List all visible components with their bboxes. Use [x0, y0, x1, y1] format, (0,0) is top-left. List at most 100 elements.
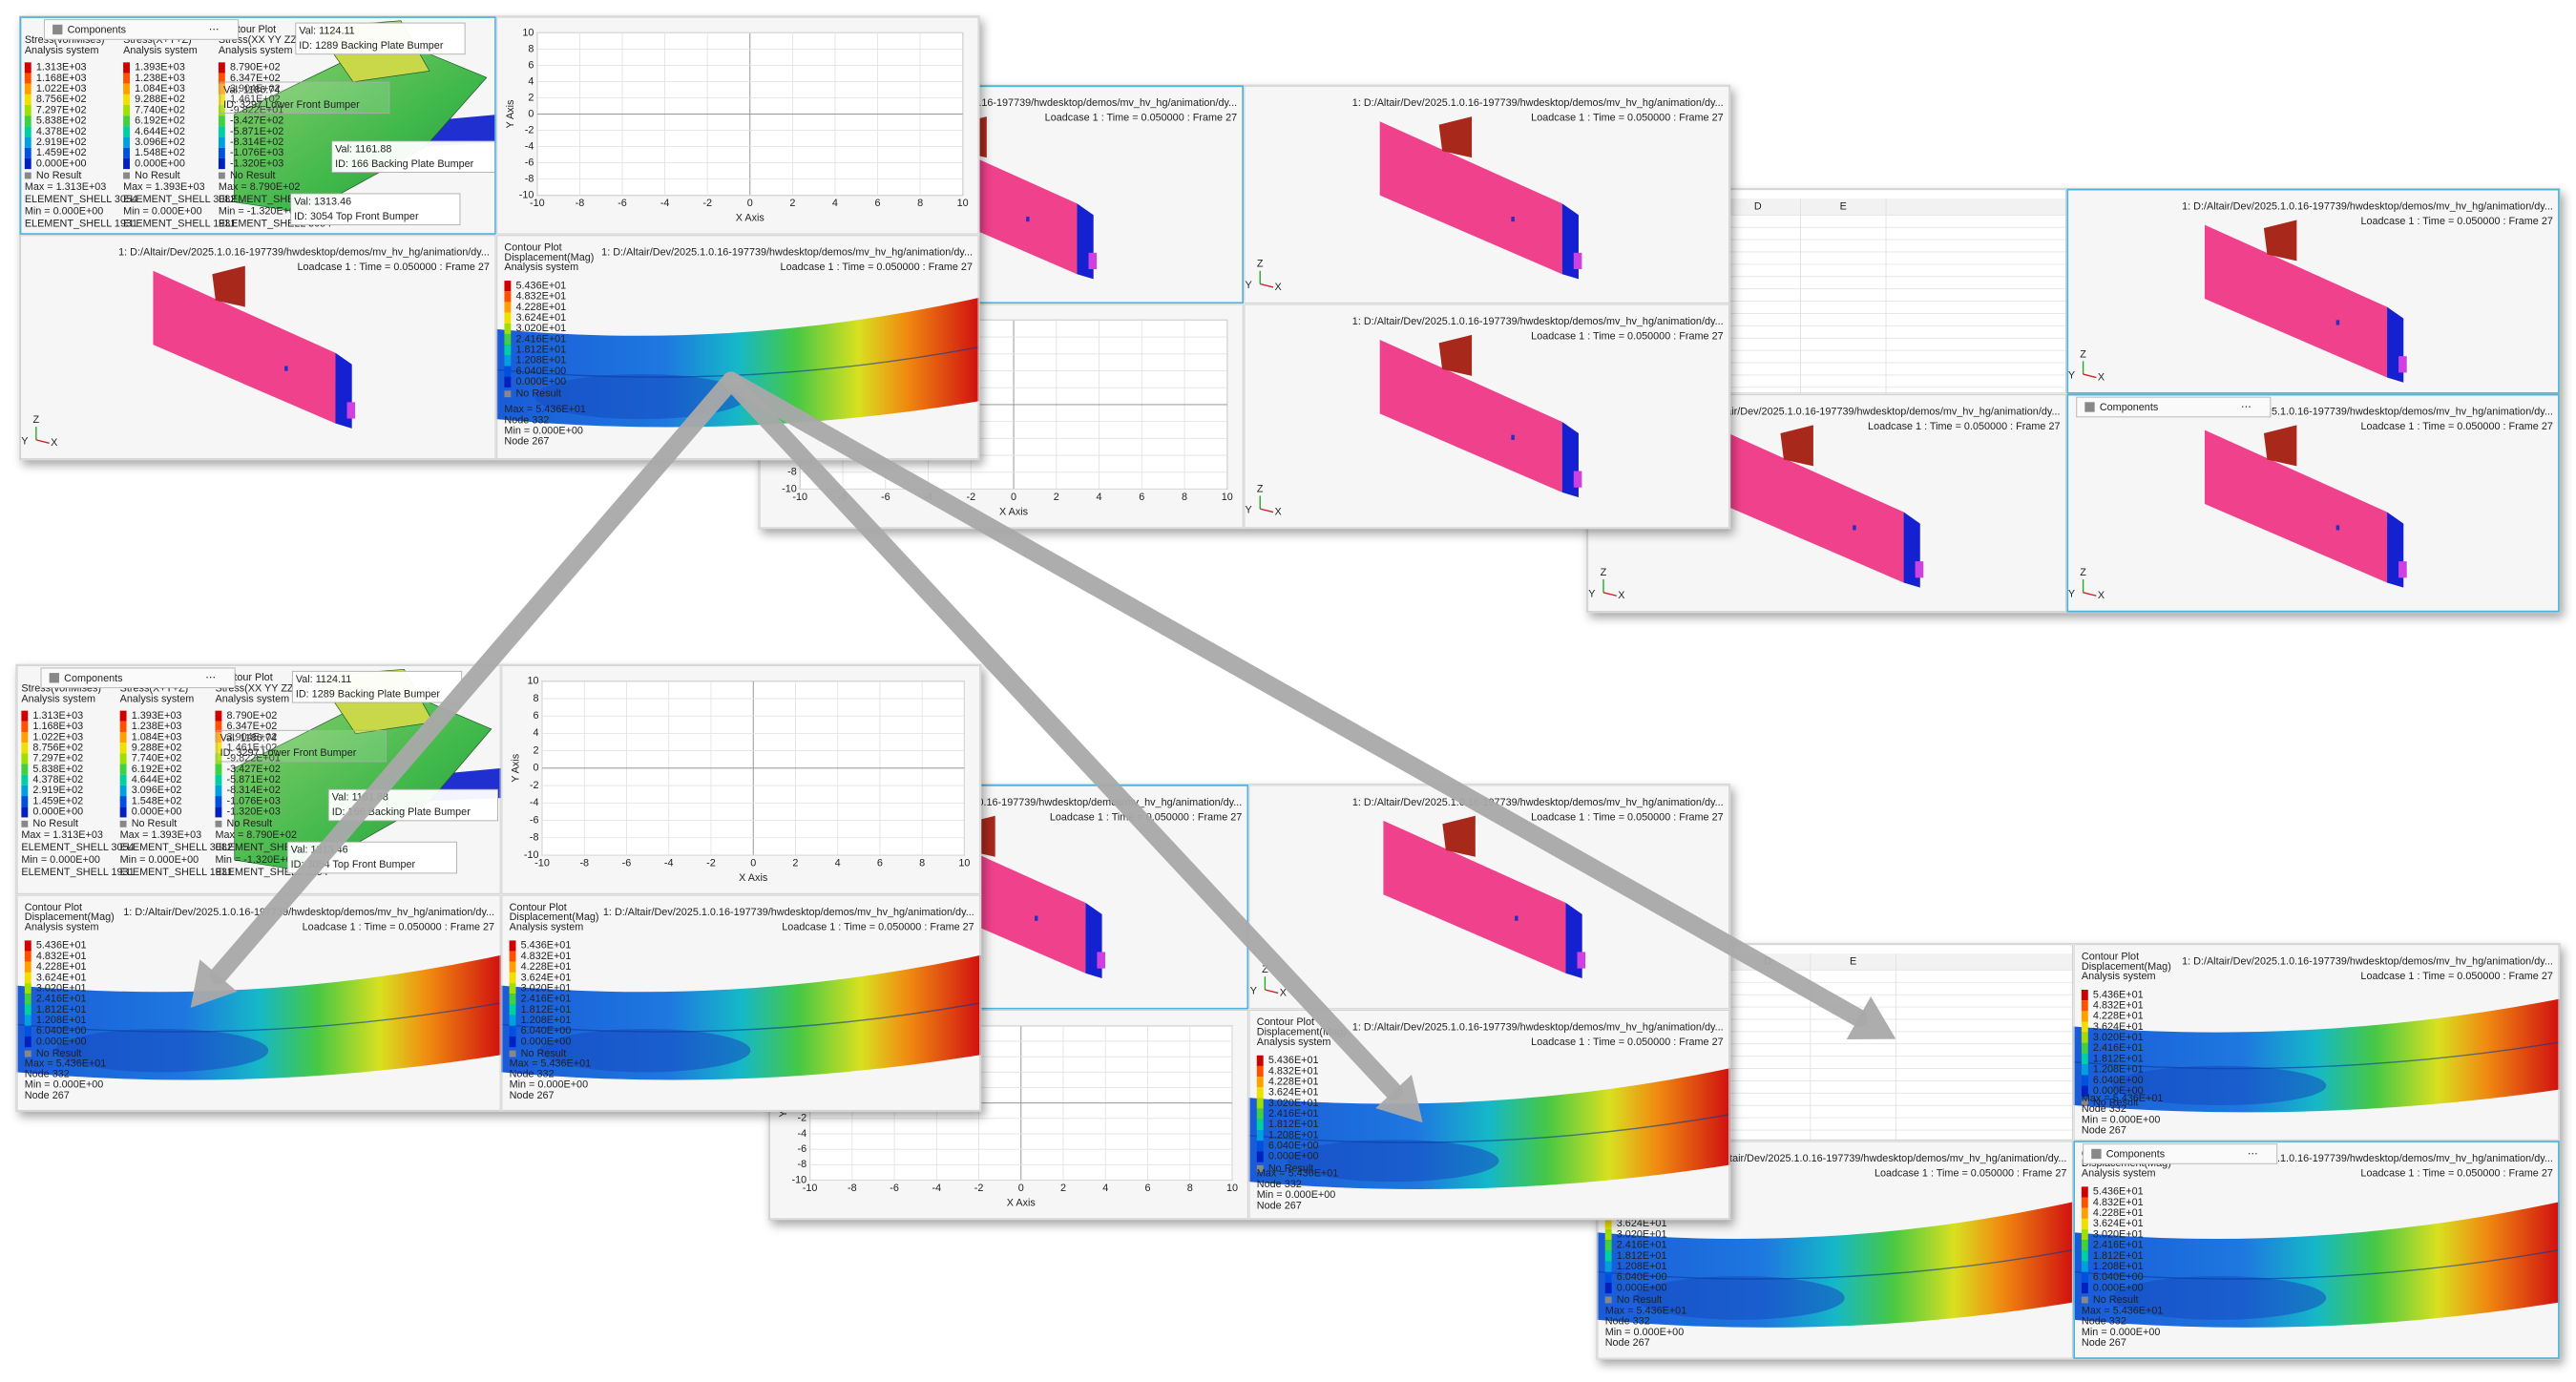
y-tick-label: -6 — [798, 1143, 807, 1155]
y-axis-label: Y Axis — [505, 99, 516, 128]
legend-swatch — [2081, 1229, 2088, 1241]
callout-text: ID: 166 Backing Plate Bumper — [335, 158, 474, 170]
legend-value: 5.436E+01 — [2093, 989, 2144, 1000]
beam-detail — [1573, 471, 1582, 488]
legend-value: 7.740E+02 — [135, 104, 185, 115]
view-pane: 1: D:/Altair/Dev/2025.1.0.16-197739/hwde… — [1244, 304, 1730, 529]
legend-value: 2.416E+01 — [1268, 1108, 1319, 1120]
legend-value: 4.832E+01 — [2093, 1000, 2144, 1012]
callout-text: ID: 3054 Top Front Bumper — [294, 211, 419, 222]
legend-value: 1.208E+01 — [1617, 1261, 1667, 1272]
beam-tab — [1438, 334, 1473, 376]
beam-face — [1721, 429, 1904, 583]
legend-no-result: No Result — [227, 818, 273, 829]
legend-swatch — [2081, 1282, 2088, 1294]
beam-face — [2204, 429, 2388, 583]
icon — [2084, 402, 2095, 412]
legend-value: 6.347E+02 — [227, 721, 278, 732]
contour-fold — [1248, 1114, 1730, 1143]
legend-value: 6.192E+02 — [135, 115, 185, 127]
legend-swatch — [24, 115, 31, 127]
x-tick-label: -6 — [622, 857, 632, 869]
legend-value: 1.084E+03 — [132, 731, 182, 743]
view-pane: Stress(vonMises)Analysis system1.313E+03… — [19, 16, 496, 235]
triad-label: Z — [1257, 483, 1264, 494]
beam-detail — [1026, 217, 1030, 222]
legend-swatch — [218, 157, 225, 170]
toolbar — [2083, 1143, 2278, 1164]
y-tick-label: 0 — [528, 108, 534, 119]
legend-footer: Min = 0.000E+00 — [21, 854, 100, 866]
pane-border — [501, 894, 981, 1111]
toolbar — [2076, 396, 2272, 418]
legend-footer: Min = 0.000E+00 — [2082, 1327, 2161, 1338]
beam-face — [1379, 339, 1562, 492]
x-tick-label: -6 — [881, 492, 890, 503]
legend-footer: Node 267 — [1605, 1337, 1650, 1349]
legend-swatch — [504, 323, 512, 334]
xy-view: -10 -8 -6 -4 -2 0 2 4 6 8 10 -10 -8 -6 -4 -2 0 2 4 6 8 10 X Ax… — [510, 676, 970, 884]
callout-text: ID: 3297 Lower Front Bumper — [220, 747, 357, 759]
x-tick-label: 6 — [1139, 492, 1144, 503]
beam-detail — [2398, 561, 2407, 578]
legend-value: 7.740E+02 — [132, 753, 182, 764]
legend-value: 1.238E+03 — [132, 721, 182, 732]
y-tick-label: -10 — [791, 1174, 806, 1185]
legend-header: Contour Plot — [219, 24, 276, 35]
legend-swatch — [24, 1015, 31, 1026]
legend-swatch — [2081, 1218, 2088, 1230]
toolbar-label: Components — [64, 673, 123, 684]
callout-text: Val: 1124.11 — [296, 674, 351, 685]
y-tick-label: -2 — [798, 1113, 807, 1124]
legend-header: Displacement(Mag) — [504, 252, 594, 263]
legend-value: -1.076E+03 — [227, 795, 281, 806]
legend-value: 1.208E+01 — [515, 355, 566, 366]
legend-swatch — [24, 172, 31, 179]
toolbar-label: Components — [68, 25, 127, 36]
legend-swatch — [218, 62, 225, 73]
x-tick-label: 4 — [832, 198, 838, 209]
beam-detail — [1511, 434, 1515, 440]
y-tick-label: -8 — [530, 832, 539, 844]
x-tick-label: 4 — [1097, 492, 1102, 503]
legend-swatch — [24, 1004, 31, 1016]
icon — [52, 24, 63, 35]
legend-swatch — [1256, 1130, 1264, 1141]
x-tick-label: 8 — [919, 857, 925, 869]
beam-view: 1: D:/Altair/Dev/2025.1.0.16-197739/hwde… — [21, 247, 490, 449]
legend-value: 4.378E+02 — [36, 126, 87, 137]
legend-value: 1.208E+01 — [36, 1015, 87, 1026]
legend-footer: Node 267 — [504, 436, 549, 448]
y-tick-label: 8 — [528, 43, 534, 54]
legend-swatch — [21, 806, 29, 818]
legend-footer: ELEMENT_SHELL 1931 — [21, 867, 134, 878]
view-title: 1: D:/Altair/Dev/2025.1.0.16-197739/hwde… — [2182, 201, 2553, 213]
view-title: 1: D:/Altair/Dev/2025.1.0.16-197739/hwde… — [1352, 1021, 1724, 1033]
legend-footer: Max = 1.313E+03 — [21, 829, 103, 841]
legend-swatch — [119, 774, 127, 785]
legend-swatch — [24, 994, 31, 1005]
x-tick-label: 10 — [957, 198, 969, 209]
legend-header: Analysis system — [1257, 1036, 1331, 1048]
legend-swatch — [21, 785, 29, 797]
pane-border — [1248, 785, 1730, 1010]
beam-detail — [1088, 252, 1098, 270]
legend-swatch — [123, 136, 130, 148]
y-tick-label: 4 — [528, 75, 534, 87]
triad-label: Y — [1250, 986, 1257, 997]
legend-swatch — [215, 806, 222, 818]
legend-swatch — [2081, 1250, 2088, 1262]
y-tick-label: 8 — [534, 693, 539, 704]
x-tick-label: 2 — [1060, 1183, 1066, 1194]
legend-swatch — [509, 972, 516, 984]
legend-value: 9.288E+02 — [135, 94, 185, 105]
triad-label: X — [1618, 590, 1624, 601]
legend-swatch — [2081, 1064, 2088, 1076]
legend-swatch — [2081, 989, 2088, 1001]
legend-swatch — [119, 764, 127, 775]
x-tick-label: 6 — [877, 857, 883, 869]
triad-axis — [2083, 592, 2097, 597]
legend-value: 3.624E+01 — [2093, 1021, 2144, 1033]
triad-axis — [35, 439, 50, 444]
